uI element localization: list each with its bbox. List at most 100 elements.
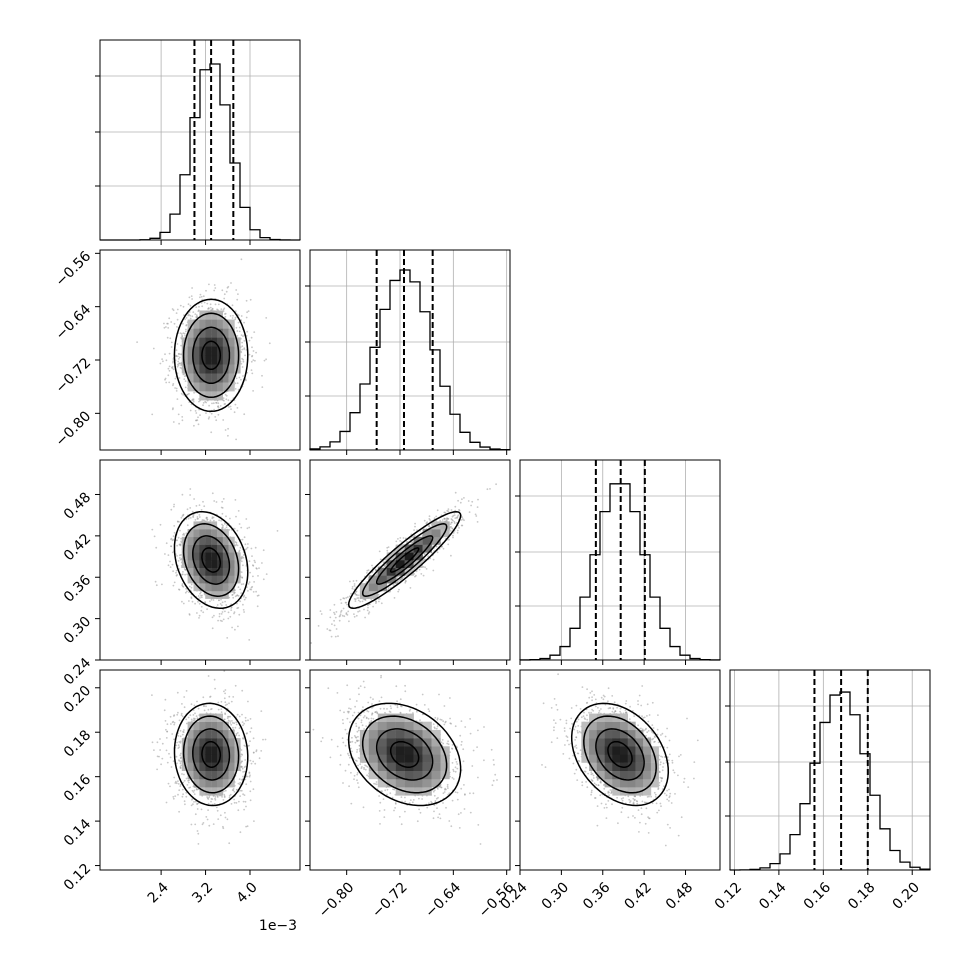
scatter-point <box>477 498 479 501</box>
scatter-point <box>234 318 237 321</box>
scatter-panel-frame <box>99 249 301 451</box>
density-cell <box>187 536 194 545</box>
density-cell <box>368 583 378 592</box>
scatter-point <box>232 314 234 317</box>
scatter-point <box>180 537 183 540</box>
scatter-point <box>188 296 191 299</box>
scatter-point <box>414 525 416 528</box>
scatter-point <box>231 304 234 307</box>
scatter-point <box>413 529 415 531</box>
scatter-point <box>190 295 193 297</box>
scatter-point <box>206 302 209 305</box>
scatter-point <box>243 340 246 342</box>
scatter-point <box>411 541 413 544</box>
scatter-point <box>359 600 362 603</box>
scatter-point <box>217 708 220 711</box>
scatter-point <box>238 613 241 616</box>
scatter-point <box>214 303 217 306</box>
scatter-point <box>454 505 457 508</box>
scatter-point <box>220 519 223 522</box>
scatter-point <box>207 809 210 811</box>
scatter-point <box>238 376 241 379</box>
scatter-point <box>222 608 225 611</box>
scatter-panel-content <box>151 488 279 641</box>
scatter-point <box>176 365 179 368</box>
scatter-point <box>353 585 356 587</box>
density-cell <box>205 575 212 584</box>
scatter-point <box>207 675 210 677</box>
scatter-point <box>159 362 162 365</box>
scatter-point <box>174 387 177 389</box>
scatter-point <box>420 573 423 575</box>
scatter-point <box>175 349 178 352</box>
scatter-point <box>236 607 239 610</box>
scatter-point <box>224 689 227 691</box>
scatter-point <box>233 527 236 530</box>
density-cell <box>187 373 194 383</box>
scatter-point <box>202 611 205 614</box>
density-cell <box>217 590 223 599</box>
density-cell <box>211 575 218 584</box>
scatter-point <box>185 317 188 319</box>
scatter-point <box>198 504 201 506</box>
scatter-point <box>198 400 200 403</box>
scatter-point <box>232 596 235 599</box>
scatter-point <box>187 517 190 520</box>
scatter-point <box>176 355 179 358</box>
scatter-point <box>181 788 184 791</box>
scatter-point <box>207 308 209 310</box>
scatter-point <box>198 617 200 619</box>
density-cell <box>187 355 194 365</box>
scatter-point <box>196 808 199 810</box>
scatter-point <box>244 549 247 551</box>
scatter-point <box>467 500 470 502</box>
scatter-point <box>243 536 246 539</box>
scatter-point <box>234 684 237 687</box>
density-contour <box>182 523 240 597</box>
scatter-point <box>155 584 158 587</box>
density-cell <box>222 536 229 545</box>
scatter-point <box>233 611 236 613</box>
hist-panel-frame <box>519 459 721 661</box>
scatter-point <box>230 408 232 410</box>
density-cell <box>222 567 229 576</box>
scatter-point <box>247 543 249 545</box>
scatter-point <box>399 540 401 542</box>
scatter-point <box>185 791 188 794</box>
scatter-point <box>231 317 234 319</box>
scatter-point <box>349 580 351 583</box>
scatter-point <box>247 590 249 592</box>
scatter-point <box>165 359 168 362</box>
density-cell <box>228 346 235 356</box>
density-cell <box>187 544 194 553</box>
scatter-point <box>242 564 244 567</box>
scatter-point <box>202 402 205 404</box>
scatter-point <box>364 599 367 601</box>
scatter-point <box>450 509 453 511</box>
density-cell <box>228 319 235 329</box>
scatter-point <box>190 583 193 586</box>
scatter-point <box>192 719 195 722</box>
density-cell <box>222 560 229 568</box>
scatter-point <box>238 326 241 329</box>
scatter-point <box>172 570 175 573</box>
density-cell <box>211 583 218 592</box>
scatter-point <box>234 628 236 631</box>
scatter-point <box>250 360 253 363</box>
scatter-point <box>201 594 203 597</box>
scatter-point <box>476 521 479 523</box>
density-cell <box>228 544 235 553</box>
scatter-point <box>242 609 245 611</box>
scatter-point <box>200 295 203 298</box>
scatter-point <box>262 549 265 552</box>
scatter-point <box>326 628 329 630</box>
scatter-point <box>474 513 477 516</box>
scatter-point <box>185 324 188 327</box>
density-cell <box>211 310 218 320</box>
scatter-point <box>243 321 246 324</box>
density-cell <box>205 346 212 356</box>
scatter-point <box>222 524 224 527</box>
scatter-point <box>182 373 185 376</box>
scatter-point <box>418 568 421 571</box>
scatter-point <box>404 580 407 582</box>
